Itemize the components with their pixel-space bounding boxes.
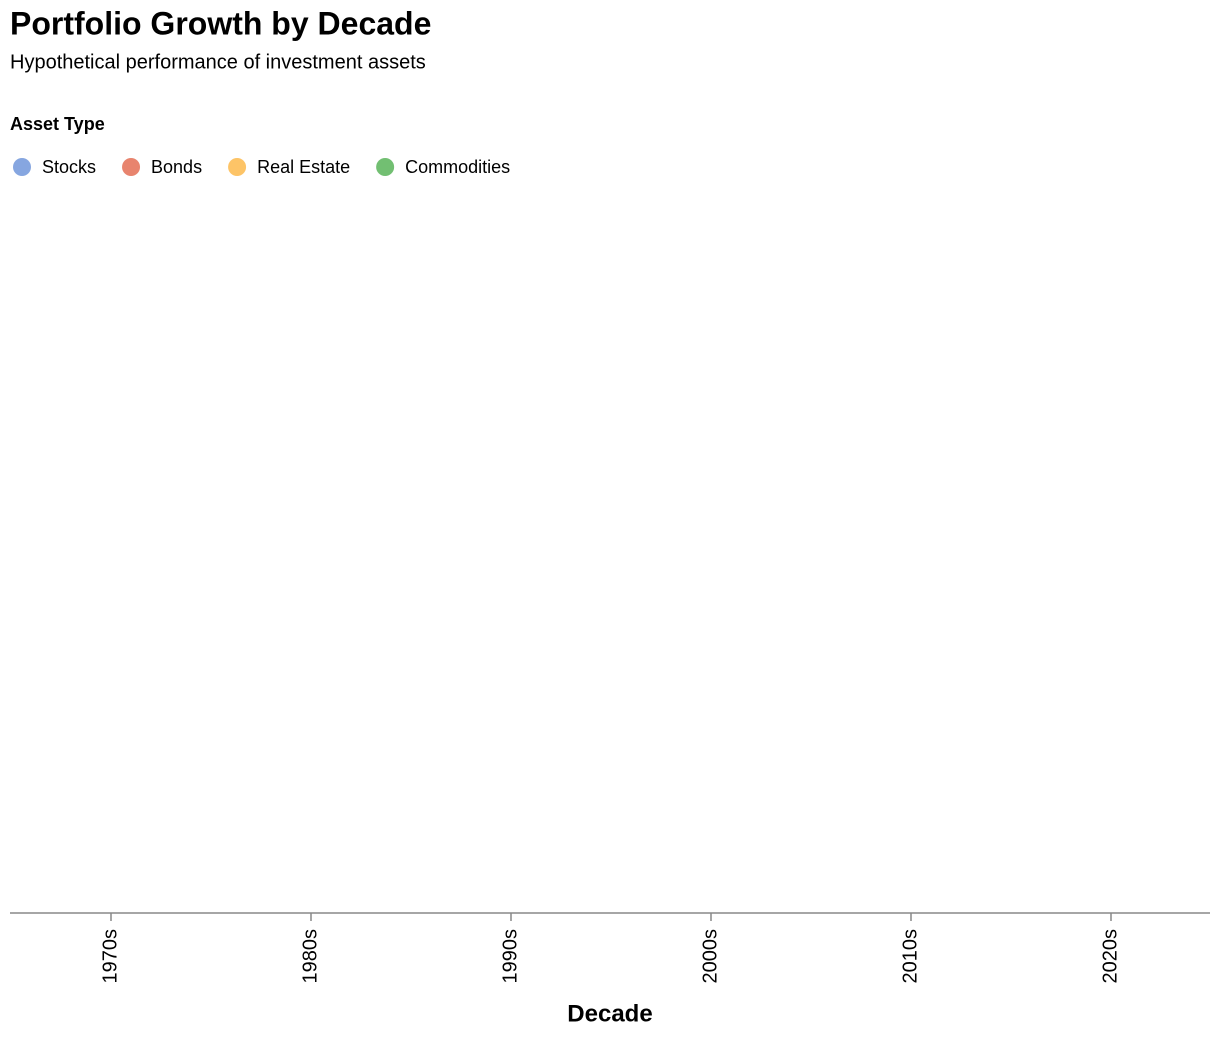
legend-label: Commodities — [405, 157, 510, 177]
legend-label: Real Estate — [257, 157, 350, 177]
legend-label: Bonds — [151, 157, 202, 177]
x-tick-label: 1970s — [99, 929, 121, 984]
chart-title: Portfolio Growth by Decade — [10, 5, 431, 41]
chart-subtitle: Hypothetical performance of investment a… — [10, 51, 426, 73]
x-axis-title: Decade — [567, 1000, 652, 1027]
x-tick-label: 1990s — [499, 929, 521, 984]
legend-label: Stocks — [42, 157, 96, 177]
x-tick-label: 2000s — [699, 929, 721, 984]
legend-title: Asset Type — [10, 114, 105, 134]
legend-symbol — [122, 158, 141, 176]
legend-symbol — [376, 158, 395, 176]
x-tick-label: 1980s — [299, 929, 321, 984]
x-tick-label: 2010s — [899, 929, 921, 984]
legend-symbol — [13, 158, 31, 176]
x-tick-label: 2020s — [1099, 929, 1121, 984]
legend-symbol — [228, 158, 247, 176]
